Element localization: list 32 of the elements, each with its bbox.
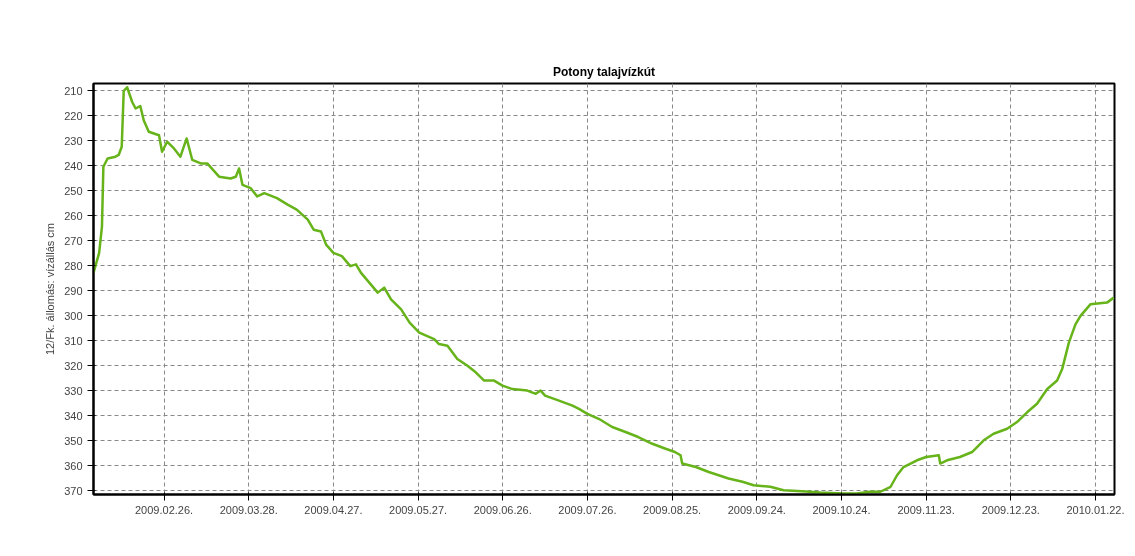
y-tick-label: 250	[64, 184, 83, 197]
y-tick-label: 280	[64, 259, 83, 272]
x-tick-label: 2009.06.26.	[473, 503, 532, 516]
x-tick-label: 2009.07.26.	[558, 503, 617, 516]
y-tick-label: 330	[64, 384, 83, 397]
y-tick-label: 320	[64, 359, 83, 372]
y-tick-label: 350	[64, 434, 83, 447]
y-tick-label: 300	[64, 309, 83, 322]
x-tick-label: 2009.09.24.	[727, 503, 786, 516]
y-tick-label: 340	[64, 409, 83, 422]
y-tick-label: 310	[64, 334, 83, 347]
chart-title: Potony talajvízkút	[552, 64, 656, 79]
y-tick-label: 290	[64, 284, 83, 297]
x-tick-label: 2009.02.26.	[135, 503, 194, 516]
x-tick-label: 2009.12.23.	[981, 503, 1040, 516]
y-tick-label: 220	[64, 109, 83, 122]
x-tick-label: 2009.11.23.	[897, 503, 955, 516]
y-tick-label: 210	[64, 85, 83, 97]
x-tick-label: 2009.03.28.	[219, 503, 278, 516]
y-tick-label: 260	[64, 209, 83, 222]
y-tick-label: 240	[64, 159, 83, 172]
x-tick-label: 2009.10.24.	[812, 503, 871, 516]
y-tick-label: 270	[64, 234, 83, 247]
y-tick-label: 360	[64, 459, 83, 472]
x-tick-label: 2009.08.25.	[643, 503, 702, 516]
x-tick-label: 2010.01.22.	[1066, 503, 1125, 516]
y-tick-label: 230	[64, 134, 83, 147]
line-series	[93, 86, 1115, 495]
x-tick-label: 2009.05.27.	[389, 503, 448, 516]
x-tick-label: 2009.04.27.	[304, 503, 363, 516]
y-tick-label: 370	[64, 484, 83, 497]
y-axis-title: 12/Fk. állomás: vízállás cm	[44, 222, 57, 356]
